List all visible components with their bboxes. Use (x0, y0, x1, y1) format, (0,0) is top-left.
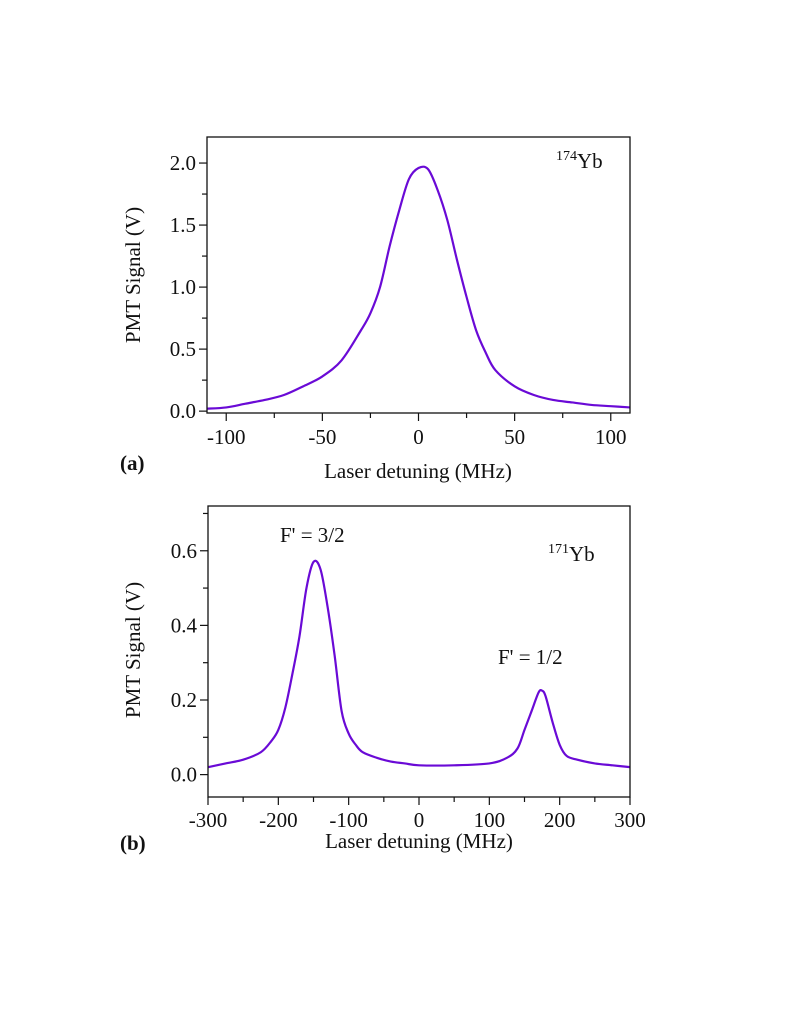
peak-label-f-1-2: F' = 1/2 (498, 645, 563, 669)
x-tick-label: 100 (474, 808, 506, 832)
isotope-label-174yb: 174Yb (556, 149, 603, 173)
y-tick-label: 2.0 (170, 151, 196, 175)
x-tick-label: -200 (259, 808, 298, 832)
signal-trace (206, 165, 631, 410)
x-tick-label: -300 (189, 808, 228, 832)
x-tick-label: 100 (595, 425, 627, 449)
peak-label-f-3-2: F' = 3/2 (280, 523, 345, 547)
x-tick-label: 50 (504, 425, 525, 449)
x-tick-label: -100 (207, 425, 246, 449)
x-tick-label: -50 (308, 425, 336, 449)
signal-trace (207, 559, 631, 769)
panel-label-a: (a) (120, 451, 145, 475)
x-tick-label: 0 (413, 425, 424, 449)
chart-a-174yb: 174Yb (a) Laser detuning (MHz) PMT Signa… (120, 136, 631, 483)
x-tick-label: 0 (414, 808, 425, 832)
y-axis-title-a: PMT Signal (V) (121, 207, 145, 343)
isotope-label-171yb: 171Yb (548, 542, 595, 566)
x-axis-title-b: Laser detuning (MHz) (325, 829, 513, 853)
x-axis-title-a: Laser detuning (MHz) (324, 459, 512, 483)
y-tick-label: 0.2 (171, 688, 197, 712)
x-tick-label: -100 (329, 808, 368, 832)
y-tick-label: 0.0 (171, 763, 197, 787)
y-tick-label: 0.5 (170, 337, 196, 361)
y-tick-label: 0.0 (170, 399, 196, 423)
y-tick-label: 1.0 (170, 275, 196, 299)
x-tick-label: 200 (544, 808, 576, 832)
chart-b-171yb: 171Yb F' = 3/2 F' = 1/2 (b) Laser detuni… (120, 505, 646, 855)
y-tick-label: 0.6 (171, 539, 197, 563)
panel-label-b: (b) (120, 831, 146, 855)
y-axis-title-b: PMT Signal (V) (121, 582, 145, 718)
x-tick-label: 300 (614, 808, 646, 832)
y-tick-label: 1.5 (170, 213, 196, 237)
plot-frame (206, 136, 631, 414)
y-tick-label: 0.4 (171, 613, 198, 637)
